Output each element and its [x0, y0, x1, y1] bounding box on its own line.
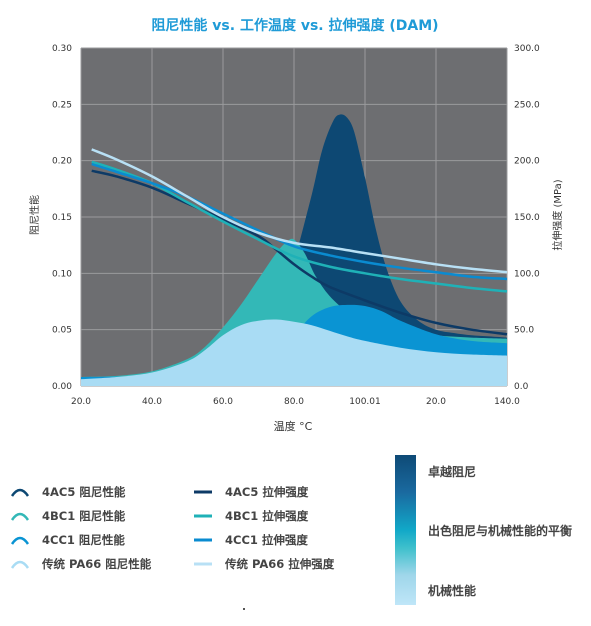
x-tick-label: 80.0: [284, 397, 304, 407]
y-left-tick-label: 0.25: [52, 100, 72, 110]
legend-line-icon: [193, 510, 213, 522]
legend-line-icon: [193, 558, 213, 570]
y-right-tick-label: 150.0: [514, 213, 540, 223]
legend-item: 4BC1 拉伸强度: [193, 508, 308, 524]
scale-top-label: 卓越阻尼: [428, 465, 477, 479]
y-right-tick-label: 0.0: [514, 382, 529, 392]
x-tick-label: 140.0: [494, 397, 520, 407]
legend-arc: [10, 488, 30, 497]
performance-scale-bar: [395, 455, 416, 605]
y-axis-right-label: 拉伸强度 (MPa): [551, 179, 564, 250]
legend-arc: [10, 512, 30, 521]
scale-bottom-label: 机械性能: [428, 584, 477, 598]
y-axis-left-label: 阻尼性能: [28, 195, 41, 235]
x-tick-label: 60.0: [213, 397, 233, 407]
tensile-line: [91, 148, 508, 274]
legend-label: 4AC5 阻尼性能: [42, 485, 126, 499]
legend-item: 4CC1 拉伸强度: [193, 532, 308, 548]
legend-line-icon: [193, 534, 213, 546]
damping-areas: [81, 114, 507, 386]
tensile-lines: [91, 148, 508, 336]
legend-item: 4AC5 拉伸强度: [193, 484, 308, 500]
legend-arc-icon: [10, 558, 30, 570]
y-right-tick-label: 250.0: [514, 100, 540, 110]
legend-arc-icon: [10, 510, 30, 522]
legend-item: 4CC1 阻尼性能: [10, 532, 125, 548]
y-left-tick-label: 0.10: [52, 269, 72, 279]
legend-arc: [10, 560, 30, 569]
y-right-tick-label: 50.0: [514, 326, 534, 336]
legend-label: 4BC1 阻尼性能: [42, 509, 126, 523]
legend-arc-icon: [10, 486, 30, 498]
tensile-line: [91, 169, 508, 336]
legend-label: 4CC1 阻尼性能: [42, 533, 125, 547]
y-right-tick-label: 300.0: [514, 44, 540, 54]
axis-ticks: 20.0 40.0 60.0 80.0 100.01 20.0 140.00.000.050…: [52, 44, 540, 407]
y-left-tick-label: 0.20: [52, 157, 72, 167]
tensile-line: [91, 162, 508, 281]
legend-item: 传统 PA66 阻尼性能: [10, 556, 151, 572]
chart-title: 阻尼性能 vs. 工作温度 vs. 拉伸强度 (DAM): [151, 17, 438, 34]
legend-label: 4AC5 拉伸强度: [225, 485, 309, 499]
y-right-tick-label: 200.0: [514, 157, 540, 167]
legend-label: 传统 PA66 拉伸强度: [225, 557, 335, 571]
y-left-tick-label: 0.30: [52, 44, 72, 54]
scale-middle-label: 出色阻尼与机械性能的平衡: [428, 524, 573, 538]
x-tick-label: 40.0: [142, 397, 162, 407]
legend-item: 传统 PA66 拉伸强度: [193, 556, 334, 572]
legend-item: 4AC5 阻尼性能: [10, 484, 125, 500]
stray-dot: [243, 608, 245, 610]
x-tick-label: 100.01: [349, 397, 381, 407]
x-axis-label: 温度 °C: [274, 419, 313, 433]
legend-line-icon: [193, 486, 213, 498]
y-left-tick-label: 0.00: [52, 382, 72, 392]
legend-label: 4BC1 拉伸强度: [225, 509, 309, 523]
legend-arc-icon: [10, 534, 30, 546]
legend-item: 4BC1 阻尼性能: [10, 508, 125, 524]
x-tick-label: 20.0: [71, 397, 91, 407]
y-right-tick-label: 100.0: [514, 269, 540, 279]
legend-label: 传统 PA66 阻尼性能: [42, 557, 152, 571]
y-left-tick-label: 0.05: [52, 326, 72, 336]
damping-area: [81, 114, 507, 386]
y-left-tick-label: 0.15: [52, 213, 72, 223]
damping-area: [81, 319, 507, 386]
legend-arc: [10, 536, 30, 545]
x-tick-label: 20.0: [426, 397, 446, 407]
legend-label: 4CC1 拉伸强度: [225, 533, 308, 547]
